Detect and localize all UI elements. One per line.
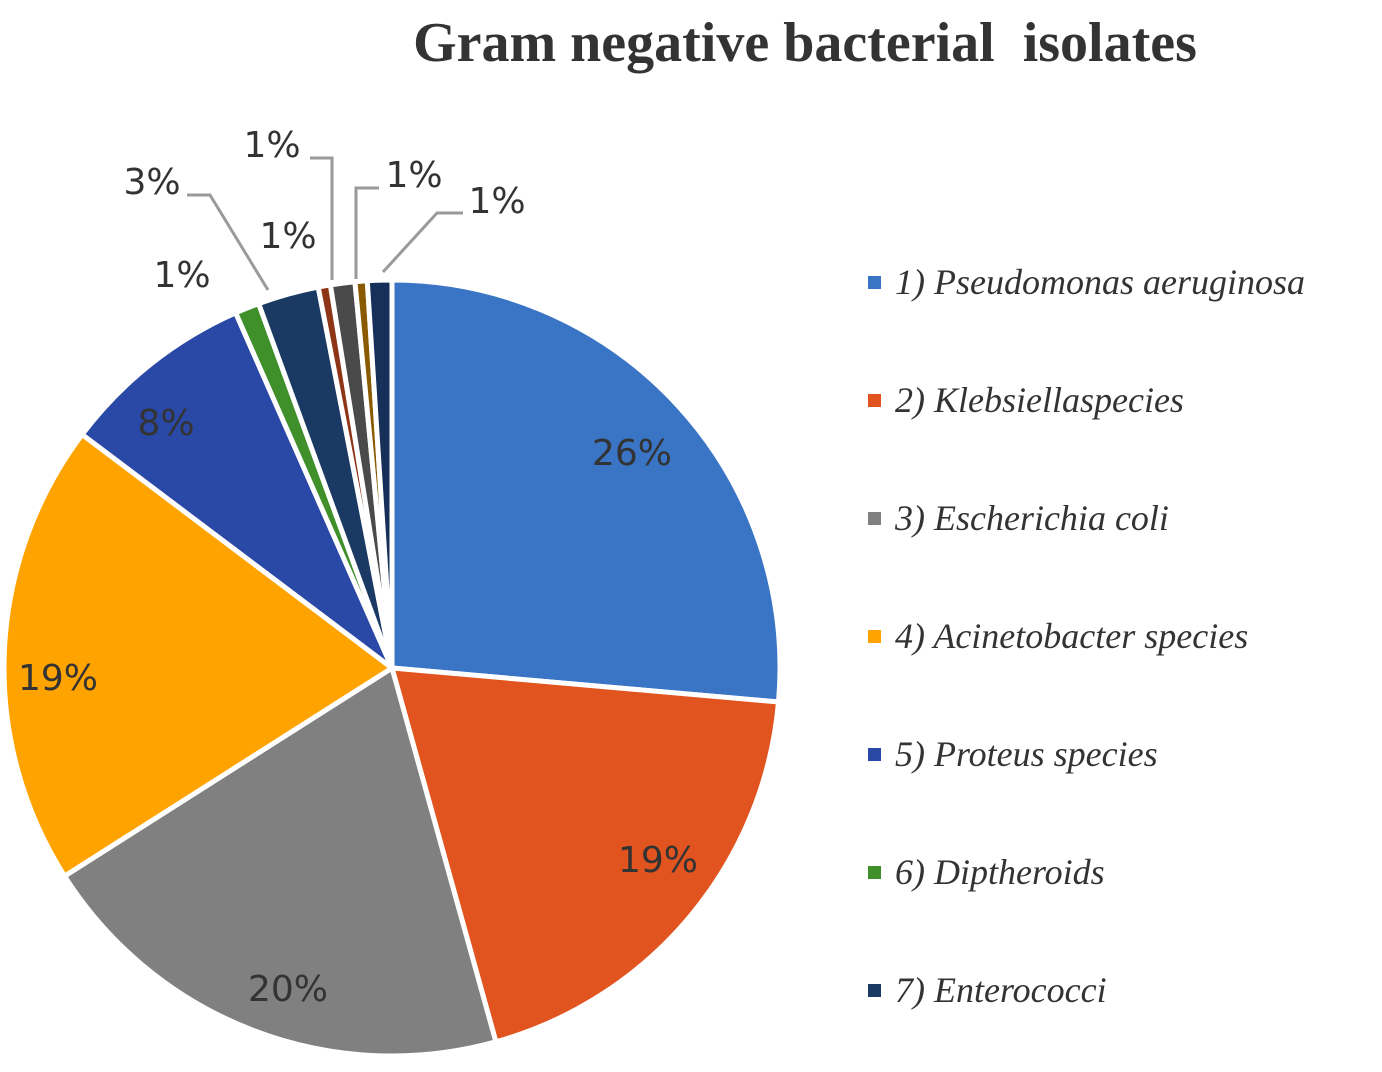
pie-slice — [1, 431, 395, 879]
pie-slice — [79, 310, 395, 671]
data-label: 1% — [468, 181, 525, 222]
data-label: 8% — [137, 403, 194, 444]
legend-item: 6) Diptheroids — [868, 852, 1105, 892]
legend-item: 3) Escherichia coli — [868, 498, 1169, 538]
legend-item: 7) Enterococci — [868, 970, 1107, 1010]
legend-label: 1) Pseudomonas aeruginosa — [895, 262, 1305, 302]
legend-label: 6) Diptheroids — [895, 852, 1105, 892]
legend-item: 4) Acinetobacter species — [868, 616, 1248, 656]
legend-swatch — [868, 865, 881, 879]
legend-swatch — [868, 275, 881, 289]
data-label: 1% — [259, 216, 316, 257]
pie-slice — [364, 277, 395, 671]
data-label: 19% — [618, 840, 698, 881]
legend-swatch — [868, 511, 881, 525]
data-label: 1% — [243, 125, 300, 166]
pie-slice — [62, 665, 499, 1059]
legend-swatch — [868, 983, 881, 997]
legend-label: 7) Enterococci — [895, 970, 1107, 1010]
legend-label: 2) Klebsiellaspecies — [895, 380, 1184, 420]
leader-line — [187, 193, 270, 291]
data-label: 19% — [18, 658, 98, 699]
legend-label: 4) Acinetobacter species — [895, 616, 1249, 656]
legend-item: 1) Pseudomonas aeruginosa — [868, 262, 1305, 302]
leader-line — [310, 156, 334, 280]
data-label: 20% — [248, 969, 328, 1010]
pie-slice — [389, 277, 783, 705]
data-label: 1% — [153, 255, 210, 296]
legend-swatch — [868, 393, 881, 407]
leader-line — [354, 186, 379, 279]
leader-line — [381, 211, 463, 274]
legend-label: 5) Proteus species — [895, 734, 1158, 774]
data-label: 26% — [592, 433, 672, 474]
data-label: 3% — [123, 162, 180, 203]
legend-swatch — [868, 747, 881, 761]
data-label: 1% — [385, 155, 442, 196]
legend-item: 2) Klebsiellaspecies — [868, 380, 1184, 420]
legend-label: 3) Escherichia coli — [895, 498, 1169, 538]
legend-item: 5) Proteus species — [868, 734, 1158, 774]
pie-slice — [389, 665, 782, 1045]
chart-title: Gram negative bacterial isolates — [413, 12, 1197, 74]
legend-swatch — [868, 629, 881, 643]
